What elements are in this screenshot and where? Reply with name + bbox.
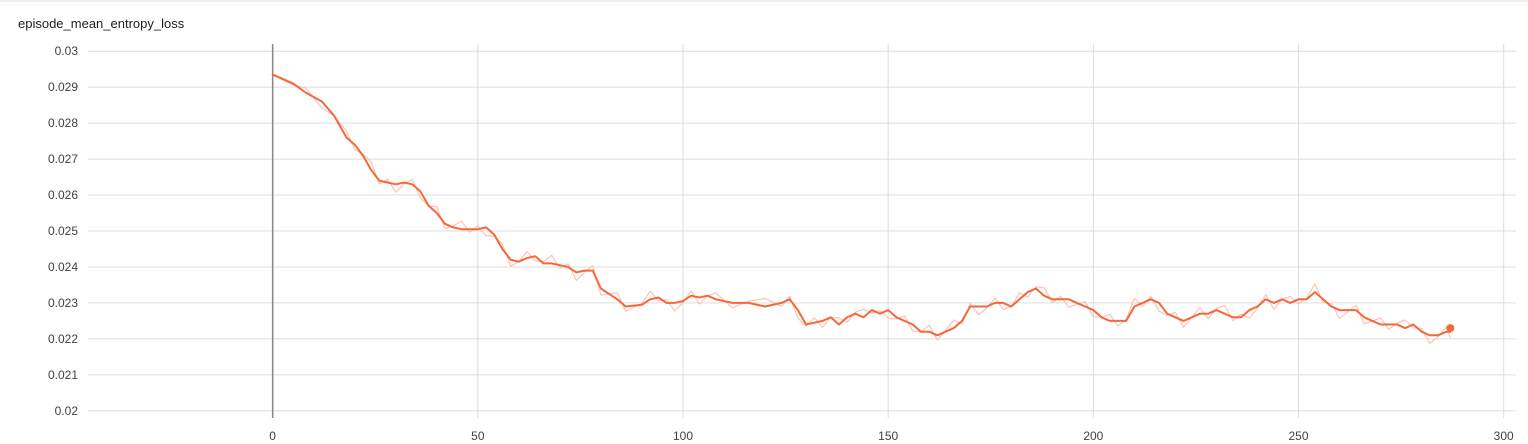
x-tick-label: 50 <box>471 429 485 443</box>
y-tick-label: 0.027 <box>48 152 78 166</box>
y-tick-label: 0.026 <box>48 188 78 202</box>
smoothed-series-line <box>271 73 1452 337</box>
y-tick-label: 0.02 <box>55 404 79 418</box>
y-tick-label: 0.023 <box>48 296 78 310</box>
y-tick-label: 0.021 <box>48 368 78 382</box>
x-tick-label: 0 <box>269 429 276 443</box>
top-rule <box>0 0 1528 2</box>
x-tick-label: 100 <box>673 429 693 443</box>
y-tick-label: 0.029 <box>48 80 78 94</box>
chart-title: episode_mean_entropy_loss <box>18 16 185 31</box>
y-tick-label: 0.03 <box>55 44 79 58</box>
last-point-marker <box>1446 324 1455 333</box>
x-tick-label: 150 <box>878 429 898 443</box>
x-tick-label: 250 <box>1289 429 1309 443</box>
y-tick-label: 0.025 <box>48 224 78 238</box>
x-tick-label: 300 <box>1494 429 1514 443</box>
x-tick-label: 200 <box>1083 429 1103 443</box>
y-tick-label: 0.024 <box>48 260 78 274</box>
y-tick-label: 0.028 <box>48 116 78 130</box>
y-tick-label: 0.022 <box>48 332 78 346</box>
